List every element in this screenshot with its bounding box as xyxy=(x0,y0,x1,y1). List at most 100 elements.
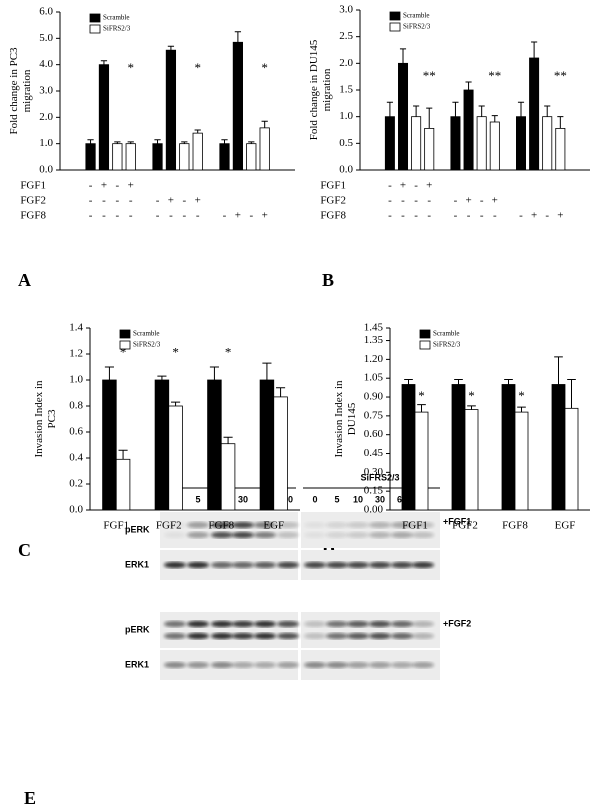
band xyxy=(187,632,209,640)
condition-sign: - xyxy=(223,210,227,222)
legend-swatch xyxy=(89,24,101,34)
y-tick-label: 3.0 xyxy=(39,85,53,97)
error-bar xyxy=(417,404,426,413)
condition-sign: - xyxy=(182,195,186,207)
error-bar xyxy=(531,41,538,58)
condition-sign: - xyxy=(401,210,405,222)
timepoint: 5 xyxy=(334,494,339,504)
annotation: * xyxy=(172,344,179,359)
y-tick-label: 0.6 xyxy=(69,426,83,438)
bar xyxy=(501,384,516,511)
annotation: ** xyxy=(423,68,436,83)
band xyxy=(164,632,186,640)
timepoint: 30 xyxy=(238,494,248,504)
y-tick-label: 0.0 xyxy=(339,164,353,176)
error-bar xyxy=(504,378,513,385)
band xyxy=(187,521,209,529)
band xyxy=(347,561,369,569)
band xyxy=(187,561,209,569)
group-label: SiFRS2/3 xyxy=(360,472,399,482)
error-bar xyxy=(491,115,498,122)
band xyxy=(232,661,254,669)
band xyxy=(326,661,348,669)
error-bar xyxy=(100,60,108,65)
blot-strip xyxy=(160,612,298,648)
condition-sign: - xyxy=(427,195,431,207)
band xyxy=(304,632,326,640)
condition-sign: - xyxy=(169,210,173,222)
error-bar xyxy=(399,48,407,64)
condition-sign: - xyxy=(116,180,120,192)
condition-sign: + xyxy=(426,180,432,192)
condition-sign: - xyxy=(480,195,484,207)
annotation: * xyxy=(127,60,134,75)
band xyxy=(304,531,326,539)
band xyxy=(304,561,326,569)
band xyxy=(277,531,299,539)
band xyxy=(391,661,413,669)
bar xyxy=(489,121,500,171)
condition-sign: + xyxy=(128,180,134,192)
y-tick-label: 0.45 xyxy=(364,447,384,459)
y-tick-label: 0.8 xyxy=(69,400,83,412)
band xyxy=(187,531,209,539)
condition-sign: - xyxy=(519,210,523,222)
error-bar xyxy=(87,139,94,144)
y-tick-label: 1.4 xyxy=(69,322,83,334)
panel-label: E xyxy=(24,788,36,808)
timepoint: 30 xyxy=(375,494,385,504)
bar xyxy=(564,407,579,511)
band xyxy=(412,531,434,539)
band xyxy=(391,521,413,529)
band xyxy=(369,521,391,529)
band xyxy=(412,561,434,569)
error-bar xyxy=(386,101,393,117)
condition-sign: - xyxy=(493,210,497,222)
condition-sign: - xyxy=(156,210,160,222)
bar xyxy=(179,143,190,171)
band xyxy=(164,620,186,628)
y-tick-label: 1.2 xyxy=(69,348,83,360)
y-axis-label: Fold change in PC3migration xyxy=(8,47,33,135)
band xyxy=(412,521,434,529)
y-tick-label: 1.35 xyxy=(364,334,384,346)
error-bar xyxy=(261,120,268,128)
condition-sign: - xyxy=(129,195,133,207)
x-tick-label: FGF1 xyxy=(402,520,428,532)
band xyxy=(254,521,276,529)
error-bar xyxy=(276,387,286,397)
band xyxy=(326,561,348,569)
condition-sign: + xyxy=(168,195,174,207)
blot-strip xyxy=(301,512,440,548)
condition-sign: - xyxy=(249,210,253,222)
band xyxy=(277,620,299,628)
condition-label: FGF8 xyxy=(20,210,46,222)
y-tick-label: 1.0 xyxy=(39,137,53,149)
row-label: pERK xyxy=(125,524,150,534)
band xyxy=(164,521,186,529)
y-tick-label: 0.4 xyxy=(69,452,83,464)
band xyxy=(187,661,209,669)
band xyxy=(254,661,276,669)
bar xyxy=(542,116,553,171)
band xyxy=(164,531,186,539)
x-tick-label: EGF xyxy=(263,520,284,532)
band xyxy=(304,521,326,529)
band xyxy=(304,620,326,628)
bar xyxy=(219,143,230,171)
bar xyxy=(555,127,566,171)
error-bar xyxy=(567,378,576,409)
error-bar xyxy=(104,366,114,380)
y-tick-label: 4.0 xyxy=(39,58,53,70)
condition-sign: - xyxy=(102,210,106,222)
bar xyxy=(551,384,566,511)
annotation: * xyxy=(418,388,425,403)
error-bar xyxy=(517,406,526,413)
bar xyxy=(85,143,96,171)
band xyxy=(391,632,413,640)
bar xyxy=(98,64,110,171)
condition-sign: - xyxy=(467,210,471,222)
error-bar xyxy=(248,141,255,144)
bar xyxy=(259,379,275,511)
